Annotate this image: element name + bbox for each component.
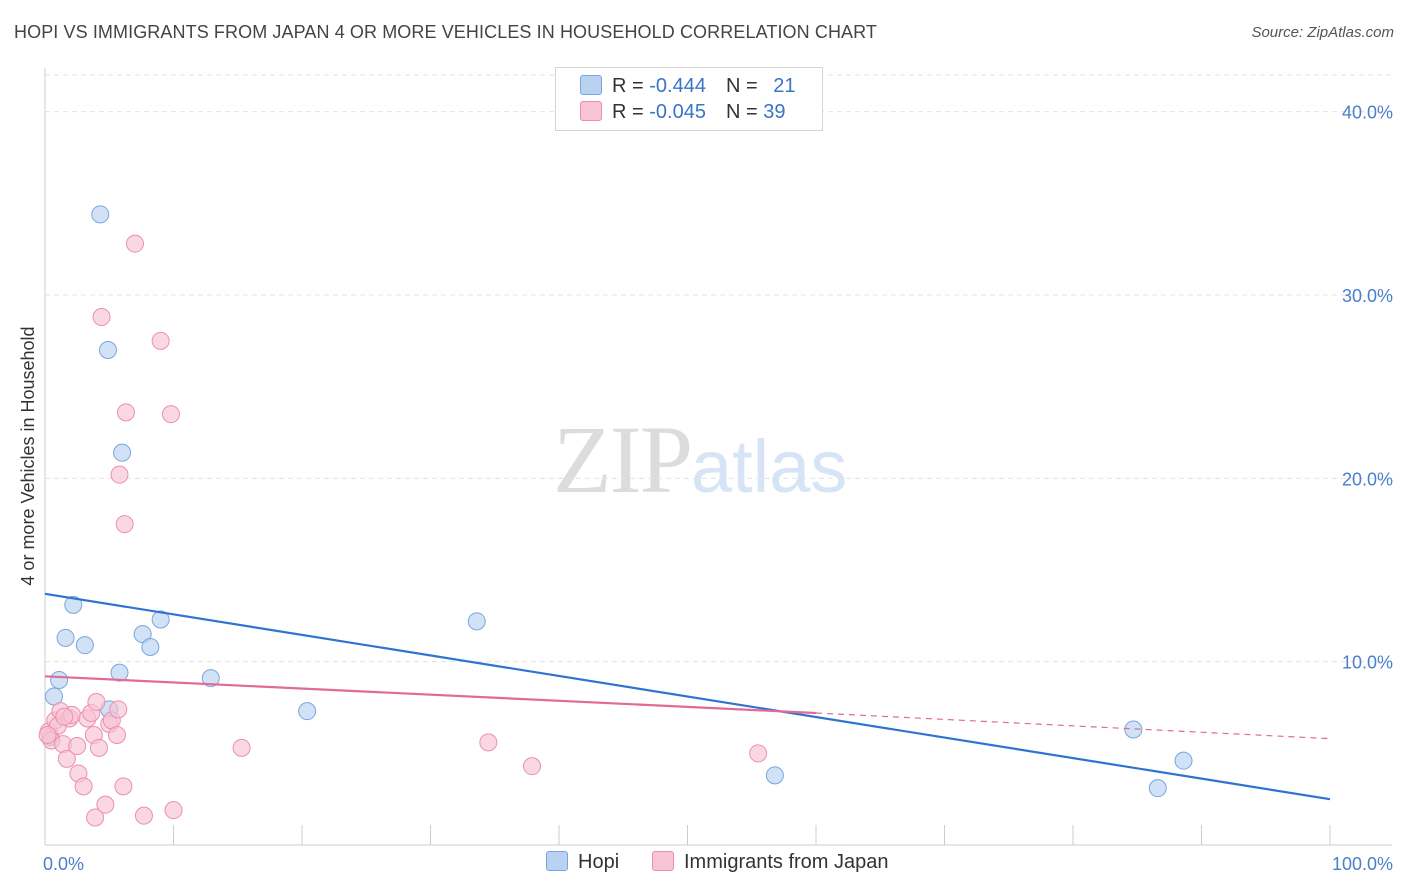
japan-point bbox=[134, 806, 153, 825]
hopi-trend-line bbox=[44, 592, 1331, 801]
japan-point bbox=[74, 777, 93, 796]
legend-hopi-r-label: R = bbox=[612, 75, 650, 97]
hopi-point bbox=[1124, 720, 1143, 739]
legend-japan-n-label: N = bbox=[725, 101, 764, 123]
japan-point bbox=[68, 737, 87, 755]
source-credit: Source: ZipAtlas.com bbox=[1251, 24, 1394, 41]
hopi-point bbox=[1148, 779, 1167, 798]
japan-point bbox=[164, 801, 183, 820]
series-legend-hopi[interactable]: Hopi bbox=[546, 851, 619, 874]
x-tick-label: 100.0% bbox=[1332, 854, 1393, 874]
japan-trend-line bbox=[44, 675, 817, 715]
y-axis-label: 4 or more Vehicles in Household bbox=[18, 326, 38, 585]
hopi-point bbox=[75, 636, 94, 655]
hopi-point bbox=[765, 766, 784, 785]
legend-japan-r-label: R = bbox=[612, 101, 650, 123]
japan-point bbox=[116, 403, 135, 422]
hopi-point bbox=[98, 341, 117, 359]
japan-point bbox=[96, 795, 115, 814]
chart-title: HOPI VS IMMIGRANTS FROM JAPAN 4 OR MORE … bbox=[14, 22, 878, 42]
hopi-point bbox=[1174, 751, 1193, 770]
legend-hopi-n-label: N = bbox=[725, 75, 764, 97]
hopi-point bbox=[141, 638, 160, 656]
japan-point bbox=[232, 738, 251, 757]
japan-point bbox=[479, 733, 498, 752]
y-tick-label: 30.0% bbox=[1342, 286, 1393, 306]
hopi-point bbox=[201, 669, 220, 688]
japan-point bbox=[151, 331, 170, 350]
legend-japan-r-value: -0.045 bbox=[649, 101, 706, 123]
japan-point bbox=[87, 693, 106, 711]
japan-point bbox=[107, 726, 126, 744]
hopi-point bbox=[151, 610, 170, 629]
legend-japan-n-value: 39 bbox=[763, 101, 786, 123]
hopi-swatch bbox=[580, 75, 602, 95]
y-tick-label: 40.0% bbox=[1342, 103, 1393, 123]
japan-point bbox=[125, 234, 144, 253]
watermark-atlas: atlas bbox=[691, 425, 848, 508]
japan-point bbox=[55, 707, 74, 726]
y-tick-label: 10.0% bbox=[1342, 653, 1393, 673]
japan-point bbox=[92, 308, 111, 326]
series-legend: Hopi Immigrants from Japan bbox=[0, 851, 1406, 877]
legend-row-japan: R = -0.045 N = 39 bbox=[580, 101, 785, 127]
legend-hopi-n-value: 21 bbox=[773, 75, 796, 97]
watermark-zip: ZIP bbox=[553, 406, 693, 513]
hopi-point bbox=[298, 702, 317, 721]
hopi-point bbox=[50, 671, 69, 689]
hopi-legend-swatch bbox=[546, 851, 568, 871]
japan-point bbox=[89, 738, 108, 757]
correlation-legend: R = -0.444 N = 21 R = -0.045 N = 39 bbox=[555, 67, 823, 131]
japan-legend-swatch bbox=[652, 851, 674, 871]
series-legend-hopi-label: Hopi bbox=[578, 851, 620, 873]
hopi-point bbox=[91, 205, 110, 224]
y-tick-label: 20.0% bbox=[1342, 469, 1393, 489]
hopi-point bbox=[467, 612, 486, 631]
legend-hopi-r-value: -0.444 bbox=[649, 75, 706, 97]
japan-point bbox=[109, 700, 128, 719]
series-legend-japan-label: Immigrants from Japan bbox=[684, 851, 889, 873]
hopi-point bbox=[56, 628, 75, 647]
hopi-point bbox=[113, 443, 132, 462]
japan-point bbox=[114, 777, 133, 796]
x-tick-label: 0.0% bbox=[43, 854, 84, 874]
japan-trend-extension bbox=[815, 712, 1331, 740]
japan-swatch bbox=[580, 101, 602, 121]
hopi-point bbox=[110, 663, 129, 682]
japan-point bbox=[38, 726, 57, 744]
legend-row-hopi: R = -0.444 N = 21 bbox=[580, 75, 795, 101]
watermark: ZIPatlas bbox=[553, 404, 847, 515]
japan-point bbox=[749, 744, 768, 763]
hopi-point bbox=[64, 595, 83, 614]
japan-point bbox=[115, 515, 134, 534]
japan-point bbox=[110, 465, 129, 484]
japan-point bbox=[161, 405, 180, 424]
japan-point bbox=[523, 757, 542, 776]
japan-point bbox=[86, 808, 105, 827]
series-legend-japan[interactable]: Immigrants from Japan bbox=[652, 851, 889, 874]
japan-point bbox=[57, 749, 76, 768]
